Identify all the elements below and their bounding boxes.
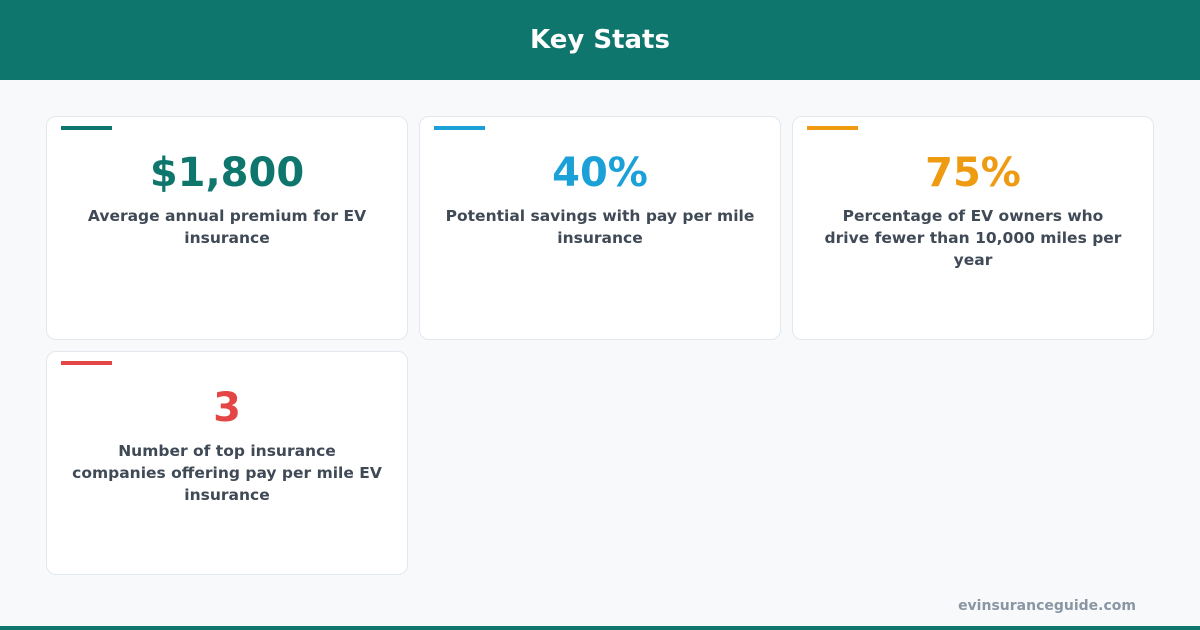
site-name: evinsuranceguide.com (958, 598, 1136, 614)
accent-bar (807, 126, 858, 130)
stat-description: Average annual premium for EV insurance (87, 207, 367, 247)
accent-bar (61, 361, 112, 365)
stat-value: 40% (552, 150, 648, 196)
accent-bar (61, 126, 112, 130)
page-title: Key Stats (530, 25, 670, 55)
stat-card: 3 Number of top insurance companies offer… (46, 351, 408, 575)
stat-value: 75% (925, 150, 1021, 196)
stat-card: $1,800 Average annual premium for EV insu… (46, 116, 408, 340)
stat-description: Percentage of EV owners who drive fewer … (824, 207, 1122, 269)
stat-value: 3 (213, 385, 241, 431)
card-grid: $1,800 Average annual premium for EV insu… (46, 116, 1154, 575)
bottom-bar (0, 626, 1200, 630)
stat-description: Potential savings with pay per mile insu… (445, 207, 755, 247)
stat-description: Number of top insurance companies offeri… (72, 442, 382, 504)
stat-value: $1,800 (149, 150, 305, 196)
stat-card: 75% Percentage of EV owners who drive few… (792, 116, 1154, 340)
accent-bar (434, 126, 485, 130)
header: Key Stats (0, 0, 1200, 80)
stat-card: 40% Potential savings with pay per mile i… (419, 116, 781, 340)
